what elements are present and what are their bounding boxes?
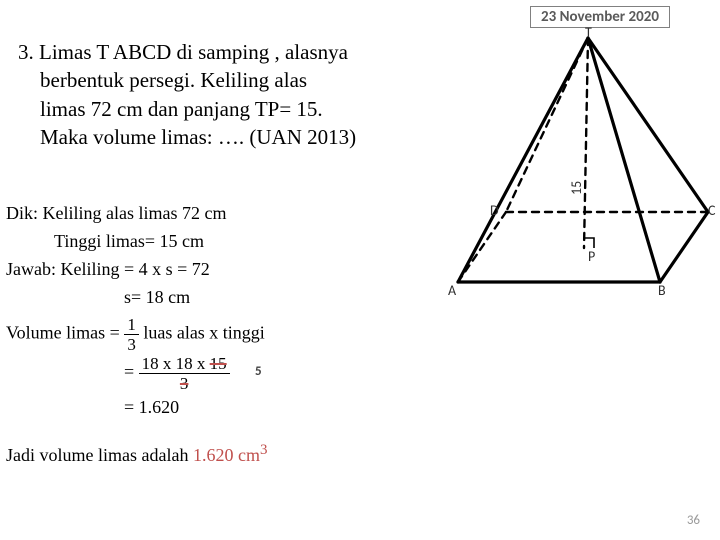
volume-result: = 1.620 xyxy=(124,394,267,422)
date-box: 23 November 2020 xyxy=(530,6,670,28)
conclusion-a: Jadi volume limas adalah xyxy=(6,445,193,465)
conclusion: Jadi volume limas adalah 1.620 cm3 xyxy=(6,439,267,470)
conclusion-value: 1.620 cm xyxy=(193,445,260,465)
label-height: 15 xyxy=(568,181,585,195)
cancellation-note: 5 xyxy=(255,364,262,379)
frac1-den: 3 xyxy=(124,335,139,353)
problem-line-2: berbentuk persegi. Keliling alas xyxy=(40,66,418,94)
volume-formula: Volume limas = 1 3 luas alas x tinggi xyxy=(6,316,267,353)
problem-line-1: 3. Limas T ABCD di samping , alasnya xyxy=(18,38,418,66)
edge-tc xyxy=(588,38,708,212)
problem-line-3: limas 72 cm dan panjang TP= 15. xyxy=(40,95,418,123)
frac1-num: 1 xyxy=(124,316,139,335)
cancel-3: 3 xyxy=(180,374,189,393)
label-d: D xyxy=(490,202,499,219)
answer-1: Jawab: Keliling = 4 x s = 72 xyxy=(6,256,267,284)
given-1: Dik: Keliling alas limas 72 cm xyxy=(6,200,267,228)
date-text: 23 November 2020 xyxy=(541,8,659,26)
equals-1: = xyxy=(124,361,139,381)
pyramid-svg xyxy=(440,30,720,310)
edge-bc xyxy=(660,212,708,282)
volume-label: Volume limas = xyxy=(6,322,120,342)
edge-ta xyxy=(458,38,588,282)
right-angle-marker xyxy=(584,238,594,248)
page-number: 36 xyxy=(687,513,700,528)
fraction-one-third: 1 3 xyxy=(124,316,139,353)
label-b: B xyxy=(658,282,666,299)
edge-ad xyxy=(458,212,506,282)
frac2-num: 18 x 18 x 15 xyxy=(139,355,230,374)
label-p: P xyxy=(588,248,595,265)
volume-subst: = 18 x 18 x 15 3 xyxy=(124,355,267,392)
conclusion-sup: 3 xyxy=(260,442,268,458)
label-t: T xyxy=(585,24,592,41)
edge-tp xyxy=(584,38,588,248)
given-2: Tinggi limas= 15 cm xyxy=(54,228,267,256)
answer-2: s= 18 cm xyxy=(124,284,267,312)
problem-statement: 3. Limas T ABCD di samping , alasnya ber… xyxy=(18,38,418,151)
problem-line-4: Maka volume limas: …. (UAN 2013) xyxy=(40,123,418,151)
volume-rest: luas alas x tinggi xyxy=(143,322,264,342)
edge-tb xyxy=(588,38,660,282)
cancel-15: 15 xyxy=(210,354,227,373)
pyramid-diagram: T A B C D P 15 xyxy=(440,30,720,310)
label-a: A xyxy=(448,282,456,299)
frac2-den: 3 xyxy=(139,374,230,392)
fraction-subst: 18 x 18 x 15 3 xyxy=(139,355,230,392)
solution-block: Dik: Keliling alas limas 72 cm Tinggi li… xyxy=(6,200,267,470)
label-c: C xyxy=(708,202,715,219)
